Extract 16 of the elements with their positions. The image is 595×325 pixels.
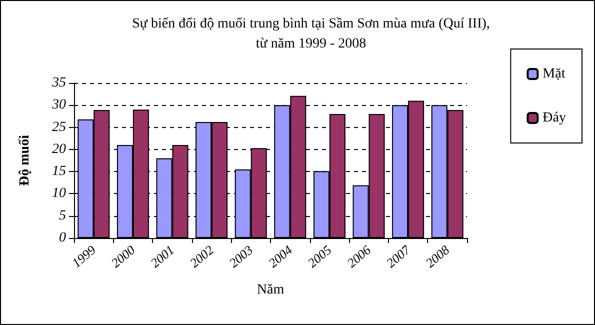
chart-title: Sự biến đổi độ muối trung bình tại Sầm Sơn mùa mưa (Quí III), từ năm 1999 - 2008 <box>132 16 490 52</box>
y-tick-label: 30 <box>51 98 66 113</box>
y-tick-label: 20 <box>52 142 66 157</box>
x-tick-label: 2001 <box>148 242 178 270</box>
y-tick-label: 35 <box>51 76 66 90</box>
y-tick-label: 15 <box>52 164 66 180</box>
y-axis-title: Độ muối <box>18 134 32 186</box>
legend-label: Đáy <box>542 110 566 126</box>
x-tick-label: 2003 <box>226 242 256 270</box>
y-tick-label: 0 <box>59 230 66 246</box>
y-tick-label: 10 <box>52 186 66 202</box>
x-tick-label: 1999 <box>68 242 99 270</box>
x-axis-title: Năm <box>256 282 284 298</box>
legend-label: Mặt <box>542 66 566 82</box>
y-tick-label: 25 <box>52 120 66 135</box>
y-tick-label: 5 <box>59 208 66 224</box>
